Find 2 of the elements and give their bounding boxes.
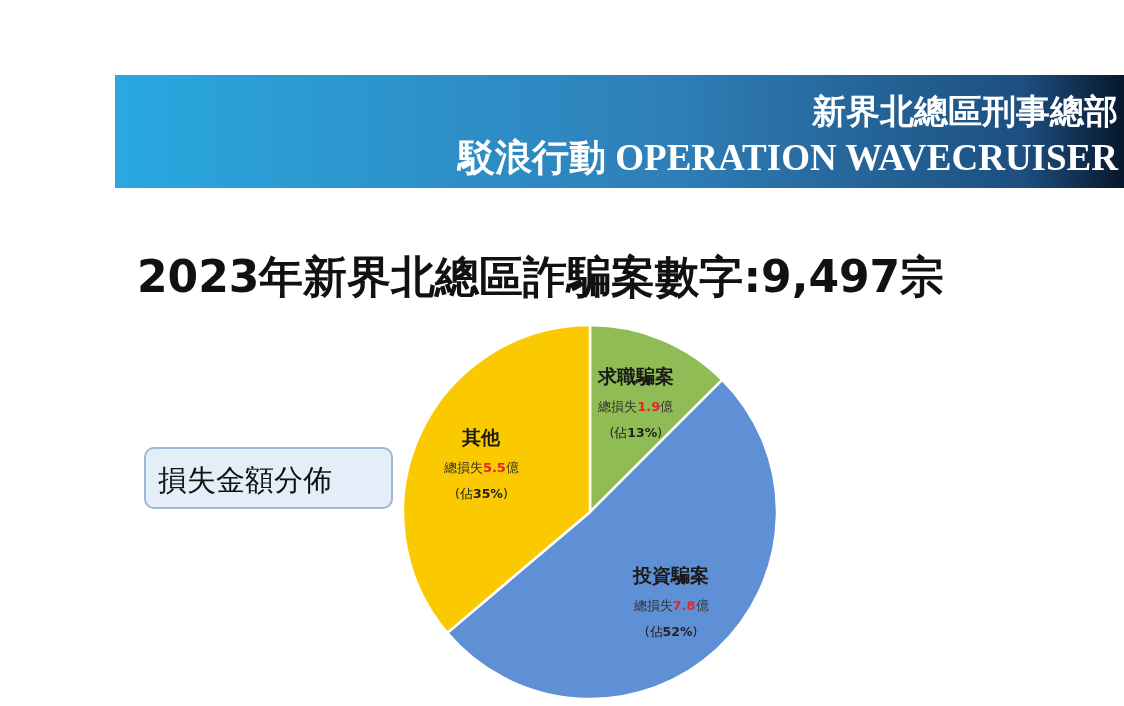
title: 2023年新界北總區詐騙案數字:9,497宗 <box>137 251 945 302</box>
subtitle: 損失金額分佈 <box>158 463 332 497</box>
